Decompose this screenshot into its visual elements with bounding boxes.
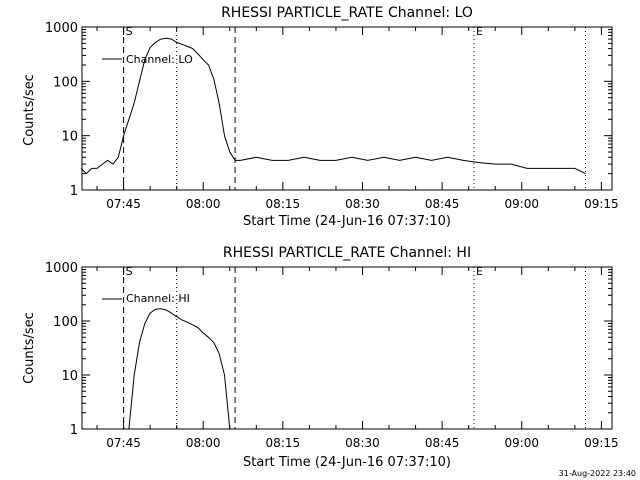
y-tick-label: 1 <box>70 423 78 438</box>
footer-timestamp: 31-Aug-2022 23:40 <box>559 469 636 478</box>
x-tick-label: 09:00 <box>504 197 539 211</box>
x-tick-label: 07:45 <box>106 197 141 211</box>
x-axis-label: Start Time (24-Jun-16 07:37:10) <box>243 455 451 470</box>
chart-title: RHESSI PARTICLE_RATE Channel: LO <box>221 5 473 21</box>
marks: 07:45 08:00 08:15 08:30 08:45 09:00 09:15 1 10 10… <box>45 21 619 211</box>
x-tick-label: 08:00 <box>186 436 221 450</box>
series-line <box>80 37 586 175</box>
y-tick-label: 100 <box>53 75 78 90</box>
time-marker-label: E <box>476 265 483 278</box>
x-tick-label: 08:15 <box>266 197 301 211</box>
y-tick-label: 10 <box>61 369 78 384</box>
x-axis-label: Start Time (24-Jun-16 07:37:10) <box>243 214 451 229</box>
x-tick-label: 08:15 <box>266 436 301 450</box>
x-tick-label: 09:15 <box>584 197 619 211</box>
y-tick-label: 100 <box>53 315 78 330</box>
marks: 07:45 08:00 08:15 08:30 08:45 09:00 09:15 1 10 10… <box>45 261 619 450</box>
x-tick-label: 08:30 <box>345 436 380 450</box>
x-tick-label: 09:00 <box>504 436 539 450</box>
panel-hi: RHESSI PARTICLE_RATE Channel: HI Counts/… <box>22 245 619 470</box>
legend-label: Channel: LO <box>126 53 193 66</box>
y-tick-label: 1000 <box>45 21 78 36</box>
chart-title: RHESSI PARTICLE_RATE Channel: HI <box>223 245 471 261</box>
y-tick-label: 1000 <box>45 261 78 276</box>
plot-frame <box>81 266 613 430</box>
legend-label: Channel: HI <box>126 292 190 305</box>
x-tick-label: 09:15 <box>584 436 619 450</box>
panel-lo: RHESSI PARTICLE_RATE Channel: LO Counts/… <box>22 5 619 229</box>
y-axis-label: Counts/sec <box>22 74 37 146</box>
x-tick-label: 07:45 <box>106 436 141 450</box>
x-tick-label: 08:00 <box>186 197 221 211</box>
time-marker-label: S <box>126 265 133 278</box>
x-tick-label: 08:30 <box>345 197 380 211</box>
y-tick-label: 1 <box>70 184 78 199</box>
x-tick-label: 08:45 <box>425 197 460 211</box>
series-line <box>128 308 231 430</box>
y-tick-label: 10 <box>61 130 78 145</box>
time-marker-label: E <box>476 25 483 38</box>
plot-frame <box>81 26 613 191</box>
x-tick-label: 08:45 <box>425 436 460 450</box>
time-marker-label: S <box>126 25 133 38</box>
y-axis-label: Counts/sec <box>22 312 37 384</box>
